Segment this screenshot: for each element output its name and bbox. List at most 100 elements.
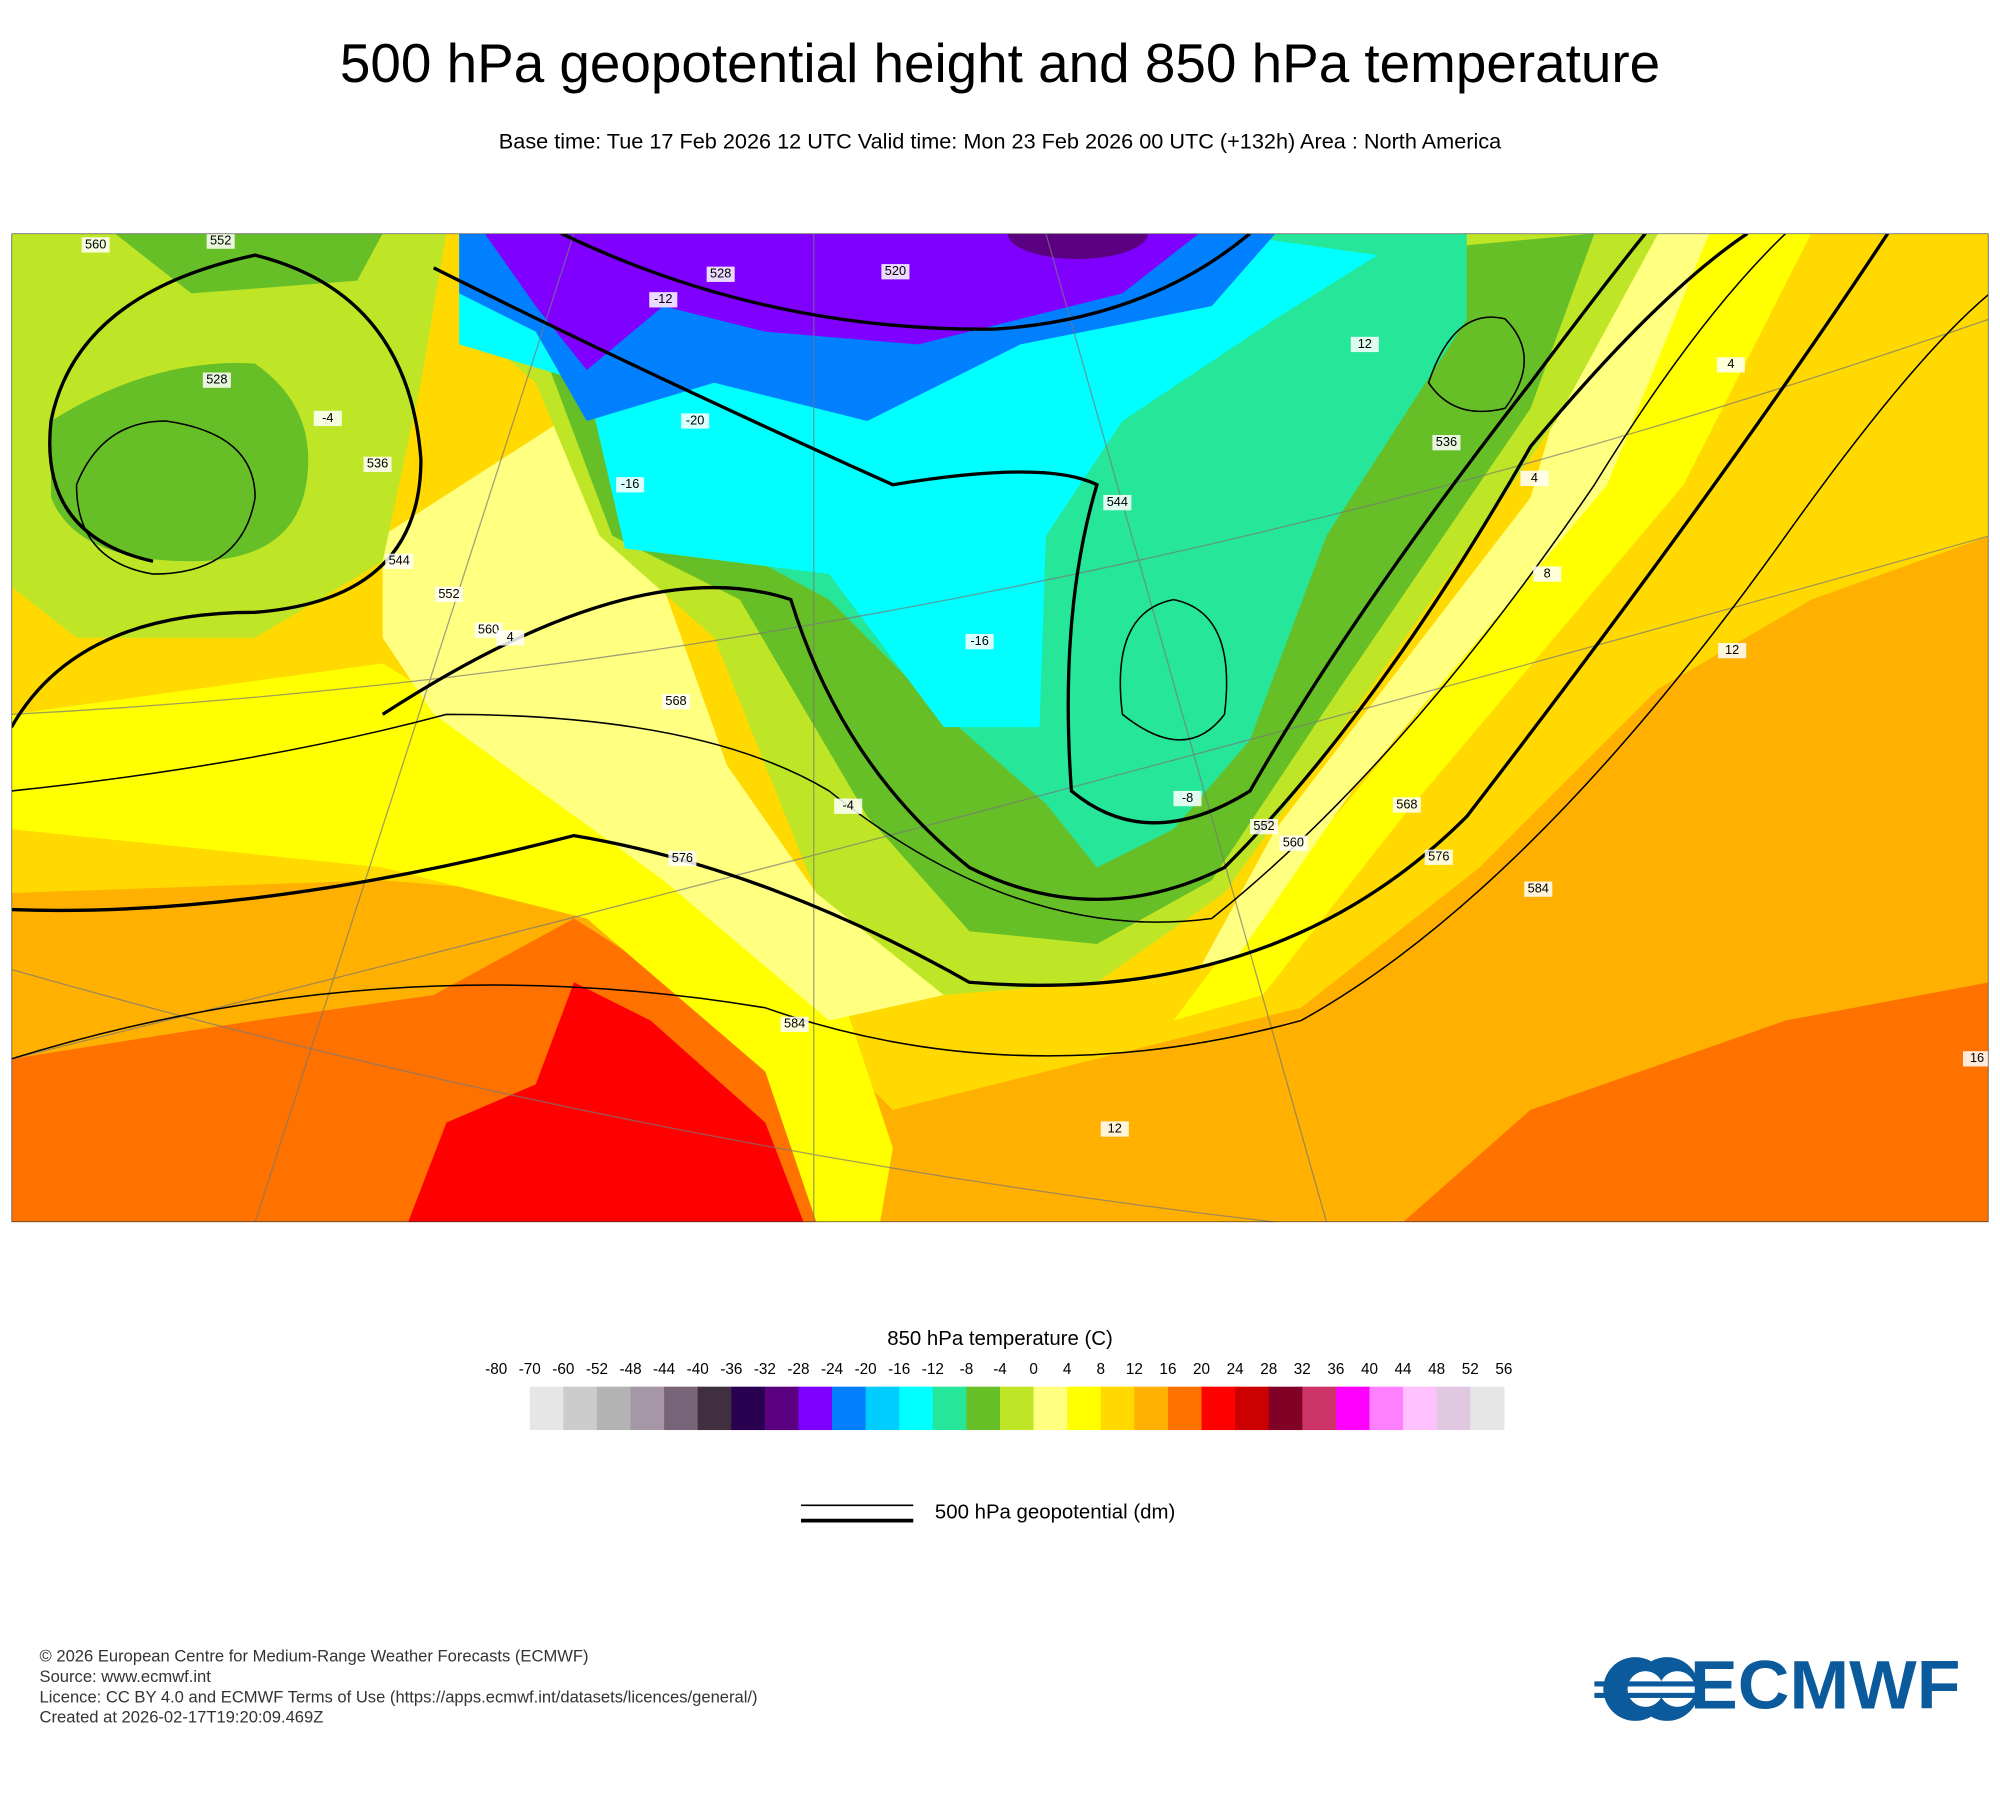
temperature-label: 16 xyxy=(1970,1050,1984,1065)
temperature-label: 12 xyxy=(1358,336,1372,351)
contour xyxy=(381,233,1749,901)
temperature-label: -12 xyxy=(654,291,672,306)
colorbar-swatch xyxy=(563,1386,598,1431)
colorbar-tick-label: -60 xyxy=(552,1361,574,1378)
contour-label: 536 xyxy=(367,456,388,471)
colorbar-swatch xyxy=(1436,1386,1471,1431)
colorbar-tick-label: -8 xyxy=(960,1361,974,1378)
label-box xyxy=(649,292,678,308)
colorbar-swatch xyxy=(1201,1386,1236,1431)
logo: ECMWF xyxy=(1594,1646,1960,1723)
colorbar-tick-label: -70 xyxy=(519,1361,541,1378)
contour-label: 568 xyxy=(1396,796,1417,811)
colorbar-swatch xyxy=(764,1386,800,1431)
contour-label: 552 xyxy=(210,232,231,247)
label-box xyxy=(1716,357,1745,373)
colorbar-tick-label: -48 xyxy=(619,1361,641,1378)
contour-label: 520 xyxy=(885,263,906,278)
label-box xyxy=(496,630,525,646)
logo-text: ECMWF xyxy=(1690,1646,1960,1723)
temperature-label: 12 xyxy=(1725,642,1739,657)
colorbar: -80 -70 -60 -52 -48 -44 -40 -36 -32 -28 -24 -20 -16-… xyxy=(485,1361,1512,1431)
colorbar-tick-label: 40 xyxy=(1361,1361,1378,1378)
colorbar-swatch xyxy=(1369,1386,1404,1431)
temp-field xyxy=(1173,233,1812,1021)
colorbar-swatch xyxy=(1235,1386,1270,1431)
contour-label: 528 xyxy=(710,266,731,281)
colorbar-swatch xyxy=(1134,1386,1169,1431)
label-box xyxy=(385,553,414,569)
label-box xyxy=(206,233,235,249)
contour-label: 544 xyxy=(389,553,410,568)
label-box xyxy=(668,850,697,867)
temp-field xyxy=(1007,233,1148,259)
temp-field xyxy=(408,982,804,1223)
colorbar-tick-label: 24 xyxy=(1227,1361,1245,1378)
colorbar-tick-label: 28 xyxy=(1260,1361,1277,1378)
colorbar-swatch xyxy=(664,1386,699,1431)
map-labels: 560 552 528 536 544 552 560 568 576 584 520 528 544 5… xyxy=(81,232,1989,1137)
contour-label: 568 xyxy=(665,693,686,708)
title: 500 hPa geopotential height and 850 hPa … xyxy=(340,32,1660,94)
colorbar-tick-label: -16 xyxy=(888,1361,910,1378)
colorbar-tick-label: 56 xyxy=(1495,1361,1512,1378)
footer-line: © 2026 European Centre for Medium-Range … xyxy=(40,1646,589,1665)
legend-label: 500 hPa geopotential (dm) xyxy=(935,1501,1175,1523)
temp-field xyxy=(1403,982,1989,1223)
label-box xyxy=(780,1016,809,1033)
contour-label: 536 xyxy=(1436,434,1457,449)
contour-label: 584 xyxy=(1528,881,1549,896)
contour xyxy=(11,233,1787,923)
colorbar-tick-label: -20 xyxy=(855,1361,877,1378)
temp-field xyxy=(51,362,309,562)
label-box xyxy=(1520,470,1549,487)
contour-label: 560 xyxy=(1283,835,1304,850)
temp-field xyxy=(11,663,893,1223)
temperature-label: 4 xyxy=(507,629,514,644)
colorbar-tick-label: -4 xyxy=(993,1361,1007,1378)
colorbar-swatch xyxy=(596,1386,632,1431)
contour xyxy=(11,293,1989,1060)
colorbar-swatch xyxy=(697,1386,732,1431)
colorbar-swatch xyxy=(1335,1386,1371,1431)
colorbar-tick-label: 20 xyxy=(1193,1361,1210,1378)
temperature-label: 12 xyxy=(1108,1120,1122,1135)
label-box xyxy=(1424,849,1453,865)
subtitle: Base time: Tue 17 Feb 2026 12 UTC Valid … xyxy=(499,129,1502,154)
label-box xyxy=(1524,881,1553,897)
contour xyxy=(75,420,256,575)
colorbar-swatch xyxy=(932,1386,968,1431)
colorbar-tick-label: 32 xyxy=(1294,1361,1311,1378)
colorbar-tick-label: -80 xyxy=(485,1361,507,1378)
temperature-label: 8 xyxy=(1544,565,1551,580)
label-box xyxy=(1100,1121,1129,1137)
temperature-label: -20 xyxy=(686,412,704,427)
colorbar-swatch xyxy=(1000,1386,1035,1431)
colorbar-tick-label: 4 xyxy=(1063,1361,1072,1378)
colorbar-tick-label: 8 xyxy=(1097,1361,1106,1378)
temperature-label: -4 xyxy=(843,798,854,813)
contour-label: 560 xyxy=(85,236,106,251)
contour-label: 584 xyxy=(784,1016,805,1031)
footer: © 2026 European Centre for Medium-Range … xyxy=(40,1646,758,1726)
label-box xyxy=(1963,1051,1989,1067)
temperature-label: 4 xyxy=(1531,470,1538,485)
colorbar-tick-label: -40 xyxy=(687,1361,709,1378)
colorbar-swatch xyxy=(1033,1386,1068,1431)
label-box xyxy=(1350,336,1379,353)
temperature-label: -4 xyxy=(322,410,333,425)
colorbar-swatch xyxy=(1403,1386,1438,1431)
label-box xyxy=(834,798,863,814)
temp-field xyxy=(382,420,944,1021)
contour xyxy=(1427,316,1525,413)
label-box xyxy=(81,237,110,253)
label-box xyxy=(363,456,392,473)
colorbar-tick-label: 0 xyxy=(1029,1361,1038,1378)
label-box xyxy=(1103,494,1132,511)
colorbar-swatch xyxy=(1100,1386,1135,1431)
footer-line: Licence: CC BY 4.0 and ECMWF Terms of Us… xyxy=(40,1687,758,1706)
colorbar-tick-label: -12 xyxy=(922,1361,944,1378)
colorbar-swatch xyxy=(1302,1386,1337,1431)
